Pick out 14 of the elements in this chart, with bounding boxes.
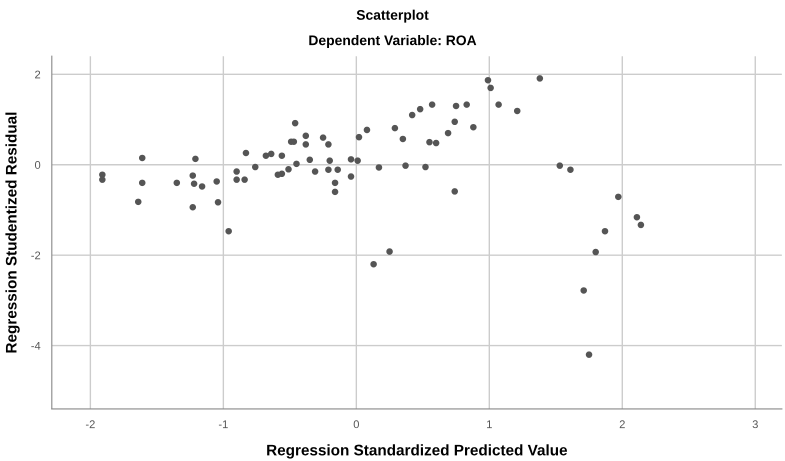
x-tick-label: -2: [86, 420, 95, 428]
y-tick-label: -4: [31, 342, 40, 350]
y-axis-title: Regression Studentized Residual: [5, 112, 20, 353]
x-tick-label: -1: [218, 420, 228, 428]
y-tick-label: -2: [31, 251, 40, 260]
x-axis-title: Regression Standardized Predicted Value: [267, 444, 568, 459]
x-tick-label: 3: [752, 420, 758, 428]
y-tick-label: 2: [35, 70, 40, 78]
x-tick-label: 0: [354, 420, 359, 428]
x-tick-label: 1: [487, 420, 492, 428]
chart-title: Scatterplot: [356, 10, 429, 23]
x-tick-label: 2: [620, 420, 625, 428]
y-tick-label: 0: [34, 161, 40, 169]
chart-subtitle: Dependent Variable: ROA: [309, 35, 476, 48]
